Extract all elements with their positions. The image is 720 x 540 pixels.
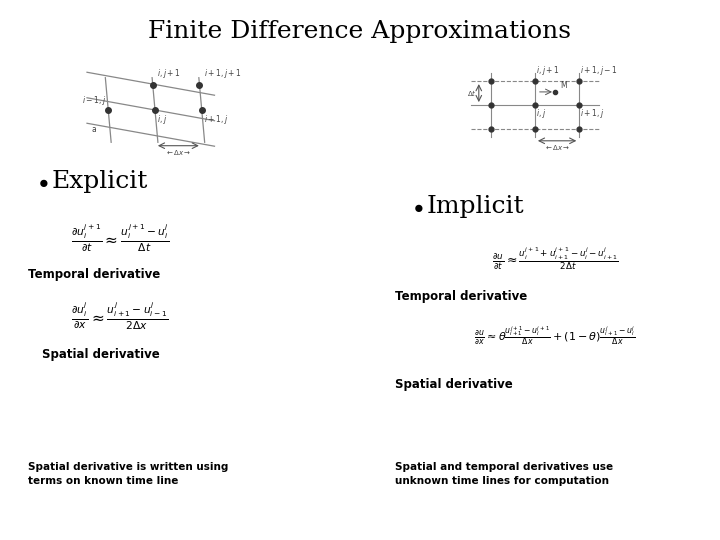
Text: $i, j+1$: $i, j+1$ [157, 66, 181, 79]
Text: $\frac{\partial u_i^{j+1}}{\partial t} \approx \frac{u_i^{j+1} - u_i^{j}}{\Delta: $\frac{\partial u_i^{j+1}}{\partial t} \… [71, 222, 169, 254]
Text: $\bullet$: $\bullet$ [410, 195, 423, 219]
Text: M: M [560, 81, 567, 90]
Text: $i+1, j-1$: $i+1, j-1$ [580, 64, 618, 77]
Text: Explicit: Explicit [52, 170, 148, 193]
Text: Temporal derivative: Temporal derivative [28, 268, 161, 281]
Text: Finite Difference Approximations: Finite Difference Approximations [148, 20, 572, 43]
Text: $i, j$: $i, j$ [157, 113, 167, 126]
Text: $i, j$: $i, j$ [536, 107, 546, 120]
Text: Spatial derivative: Spatial derivative [395, 378, 513, 391]
Text: Spatial derivative: Spatial derivative [42, 348, 160, 361]
Text: $\leftarrow \Delta x \rightarrow$: $\leftarrow \Delta x \rightarrow$ [165, 148, 192, 157]
Text: $i+1, j$: $i+1, j$ [580, 107, 605, 120]
Text: Temporal derivative: Temporal derivative [395, 290, 527, 303]
Text: a: a [91, 125, 96, 133]
Text: $\Delta t$: $\Delta t$ [467, 88, 477, 98]
Text: $\frac{\partial u_i^{j}}{\partial x} \approx \frac{u_{i+1}^{j} - u_{i-1}^{j}}{2\: $\frac{\partial u_i^{j}}{\partial x} \ap… [71, 300, 168, 332]
Text: $i+1, j+1$: $i+1, j+1$ [204, 66, 241, 79]
Text: $\frac{\partial u}{\partial x} \approx \theta\frac{u_{i+1}^{j+1} - u_i^{j+1}}{\D: $\frac{\partial u}{\partial x} \approx \… [474, 325, 636, 348]
Text: $\leftarrow \Delta x \rightarrow$: $\leftarrow \Delta x \rightarrow$ [544, 143, 570, 152]
Text: Spatial derivative is written using
terms on known time line: Spatial derivative is written using term… [28, 462, 228, 486]
Text: $\bullet$: $\bullet$ [35, 170, 48, 194]
Text: $i+1, j$: $i+1, j$ [204, 113, 228, 126]
Text: $i-1, j$: $i-1, j$ [82, 94, 107, 107]
Text: Implicit: Implicit [427, 195, 525, 218]
Text: $i, j+1$: $i, j+1$ [536, 64, 559, 77]
Text: $\frac{\partial u}{\partial t} \approx \frac{u_i^{j+1} + u_{i+1}^{j+1} - u_i^{j}: $\frac{\partial u}{\partial t} \approx \… [492, 245, 618, 272]
Text: Spatial and temporal derivatives use
unknown time lines for computation: Spatial and temporal derivatives use unk… [395, 462, 613, 486]
